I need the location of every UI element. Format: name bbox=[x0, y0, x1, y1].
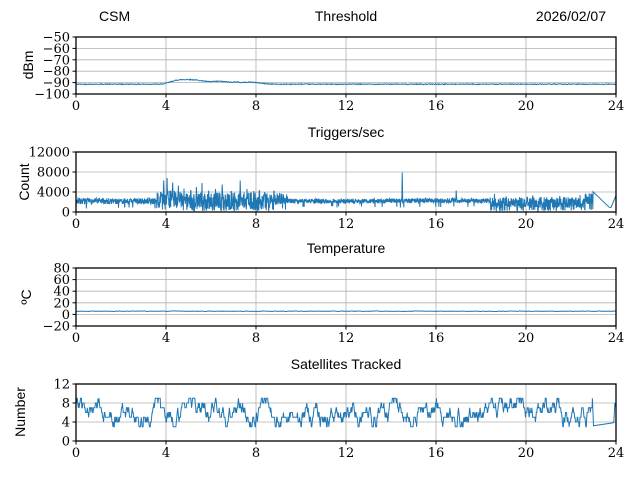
x-tick-label: 0 bbox=[72, 446, 80, 461]
x-tick-label: 8 bbox=[252, 217, 260, 232]
x-tick-label: 4 bbox=[162, 331, 170, 346]
chart1-y-axis-label: dBm bbox=[20, 50, 36, 80]
x-tick-label: 16 bbox=[428, 331, 445, 346]
x-tick-label: 24 bbox=[608, 331, 625, 346]
y-tick-label: −90 bbox=[43, 76, 70, 91]
x-tick-label: 24 bbox=[608, 217, 625, 232]
y-tick-label: −80 bbox=[43, 65, 70, 80]
x-tick-label: 12 bbox=[338, 99, 355, 114]
chart1-title: Threshold bbox=[314, 8, 378, 24]
chart3-title: Temperature bbox=[306, 240, 386, 256]
x-tick-label: 0 bbox=[72, 331, 80, 346]
y-tick-label: 60 bbox=[53, 273, 70, 288]
y-tick-label: 4000 bbox=[37, 186, 70, 201]
x-tick-label: 8 bbox=[252, 99, 260, 114]
x-tick-label: 8 bbox=[252, 331, 260, 346]
chart-panel-triggers-sec: 0 4 8 12 16 20 24 0 4000 8000 12000 bbox=[29, 146, 625, 233]
y-tick-label: 0 bbox=[62, 206, 70, 221]
x-tick-label: 16 bbox=[428, 99, 445, 114]
chart1-date: 2026/02/07 bbox=[535, 8, 606, 24]
x-tick-label: 8 bbox=[252, 446, 260, 461]
x-tick-label: 12 bbox=[338, 446, 355, 461]
series-threshold_dbm bbox=[76, 78, 616, 86]
y-tick-label: 8000 bbox=[37, 166, 70, 181]
y-tick-label: 20 bbox=[53, 296, 70, 311]
x-tick-label: 4 bbox=[162, 217, 170, 232]
y-tick-label: −60 bbox=[43, 42, 70, 57]
chart4-title: Satellites Tracked bbox=[290, 356, 402, 372]
y-tick-label: −50 bbox=[43, 31, 70, 46]
chart1-left-title: CSM bbox=[99, 8, 131, 24]
x-tick-label: 4 bbox=[162, 446, 170, 461]
y-tick-label: 4 bbox=[62, 416, 70, 431]
x-tick-label: 0 bbox=[72, 99, 80, 114]
y-tick-label: 8 bbox=[62, 397, 70, 412]
x-tick-label: 20 bbox=[518, 99, 535, 114]
chart4-y-axis-label: Number bbox=[12, 387, 28, 437]
chart3-y-axis-label: ºC bbox=[18, 289, 34, 305]
chart-panel-threshold: 0 4 8 12 16 20 24 −100−90−80−70−60−50 bbox=[34, 31, 624, 115]
x-tick-label: 20 bbox=[518, 446, 535, 461]
series-satellites_tracked bbox=[76, 397, 616, 428]
y-tick-label: −100 bbox=[34, 88, 70, 103]
x-tick-label: 16 bbox=[428, 446, 445, 461]
x-tick-label: 4 bbox=[162, 99, 170, 114]
y-tick-label: −70 bbox=[43, 53, 70, 68]
y-tick-label: 0 bbox=[62, 308, 70, 323]
y-tick-label: 80 bbox=[53, 262, 70, 277]
y-tick-label: −20 bbox=[43, 320, 70, 335]
series-triggers_per_sec bbox=[76, 172, 616, 212]
y-tick-label: 40 bbox=[53, 285, 70, 300]
x-tick-label: 0 bbox=[72, 217, 80, 232]
x-tick-label: 12 bbox=[338, 217, 355, 232]
chart2-title: Triggers/sec bbox=[307, 124, 385, 140]
x-tick-label: 12 bbox=[338, 331, 355, 346]
y-tick-label: 0 bbox=[62, 435, 70, 450]
y-tick-label: 12 bbox=[53, 378, 70, 393]
x-tick-label: 24 bbox=[608, 446, 625, 461]
y-tick-label: 12000 bbox=[29, 146, 70, 161]
x-tick-label: 16 bbox=[428, 217, 445, 232]
chart2-y-axis-label: Count bbox=[16, 163, 32, 201]
series-temperature_c bbox=[76, 310, 616, 313]
x-tick-label: 20 bbox=[518, 217, 535, 232]
x-tick-label: 20 bbox=[518, 331, 535, 346]
x-tick-label: 24 bbox=[608, 99, 625, 114]
